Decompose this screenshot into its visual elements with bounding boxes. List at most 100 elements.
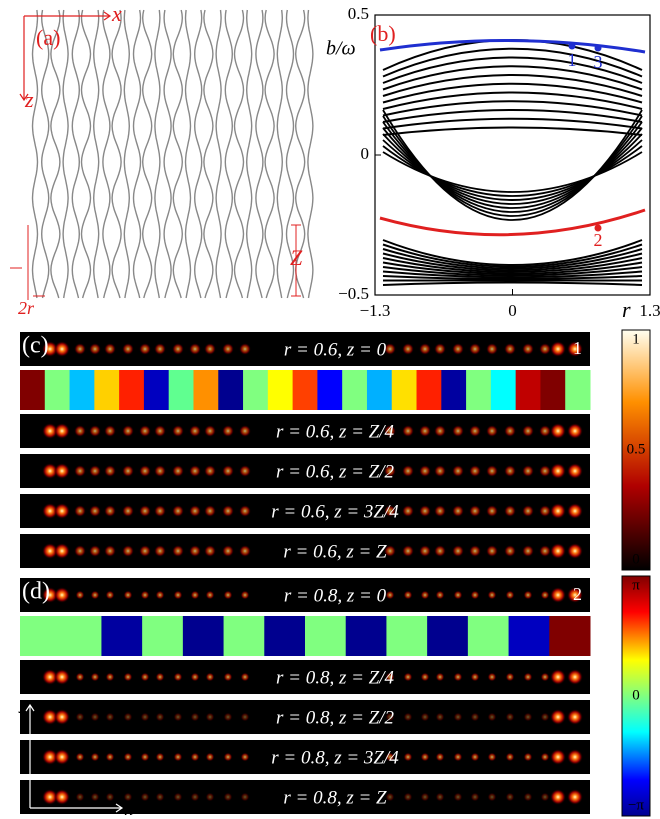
intensity-spot [522, 505, 534, 517]
intensity-spot [173, 792, 183, 802]
intensity-spot [222, 545, 234, 557]
intensity-spot [539, 465, 551, 477]
intensity-spot [453, 672, 463, 682]
band [382, 248, 643, 270]
intensity-spot [567, 709, 583, 725]
row-caption: r = 0.6, z = 3Z/4 [271, 501, 399, 522]
state-point [594, 44, 602, 52]
band [382, 100, 643, 117]
intensity-spot [54, 543, 70, 559]
intensity-spot [155, 752, 165, 762]
intensity-spot [90, 712, 100, 722]
waveguide [224, 9, 234, 299]
phase-band [565, 370, 591, 410]
intensity-spot [140, 672, 150, 682]
intensity-spot [190, 792, 200, 802]
intensity-spot [54, 709, 70, 725]
mode-label: 2 [573, 584, 582, 604]
phase-band [119, 370, 145, 410]
intensity-spot [452, 425, 464, 437]
state-point [568, 42, 576, 50]
intensity-spot [205, 672, 215, 682]
phase-band [342, 370, 368, 410]
radius-label: 2r [18, 298, 35, 318]
intensity-spot [123, 672, 133, 682]
intensity-spot [189, 545, 201, 557]
intensity-spot [75, 752, 85, 762]
panel-label: (a) [36, 25, 60, 50]
panel-c: r = 0.6, z = 0 r = 0.6, z = Z/4 r = 0.6, z… [20, 329, 651, 571]
intensity-spot [172, 465, 184, 477]
band [382, 74, 643, 97]
intensity-spot [505, 752, 515, 762]
band [382, 115, 643, 217]
intensity-spot [567, 463, 583, 479]
axis-arrow [19, 11, 112, 102]
intensity-spot [523, 590, 533, 600]
intensity-spot [222, 343, 234, 355]
waveguide [40, 9, 50, 299]
intensity-spot [104, 545, 116, 557]
intensity-spot [469, 545, 481, 557]
intensity-spot [105, 752, 115, 762]
intensity-spot [204, 505, 216, 517]
intensity-spot [487, 672, 497, 682]
band [382, 257, 643, 273]
phase-band [466, 370, 492, 410]
phase-band [540, 370, 566, 410]
intensity-spot [172, 505, 184, 517]
intensity-spot [42, 749, 58, 765]
waveguide [276, 9, 284, 299]
intensity-spot [384, 545, 396, 557]
intensity-spot [123, 752, 133, 762]
colorbar-label: 0 [632, 687, 640, 703]
phase-band [416, 370, 442, 410]
intensity-spot [550, 789, 566, 805]
intensity-spot [403, 712, 413, 722]
intensity-spot [74, 425, 86, 437]
band [382, 127, 643, 209]
waveguide [71, 9, 81, 299]
band [382, 239, 643, 266]
waveguide [203, 9, 214, 299]
intensity-spot [385, 712, 395, 722]
intensity-spot [190, 672, 200, 682]
intensity-spot [155, 590, 165, 600]
panel-d: r = 0.8, z = 0 r = 0.8, z = Z/4 r = 0.8, z… [18, 575, 651, 819]
intensity-spot [505, 792, 515, 802]
intensity-spot [42, 341, 58, 357]
intensity-spot [173, 590, 183, 600]
intensity-spot [469, 425, 481, 437]
intensity-spot [540, 590, 550, 600]
intensity-spot [223, 752, 233, 762]
intensity-spot [204, 425, 216, 437]
intensity-spot [504, 343, 516, 355]
intensity-spot [104, 343, 116, 355]
phase-band [20, 616, 62, 656]
intensity-spot [205, 752, 215, 762]
row-caption: r = 0.8, z = Z [283, 787, 387, 808]
intensity-spot [384, 465, 396, 477]
intensity-spot [240, 792, 250, 802]
intensity-spot [139, 465, 151, 477]
intensity-spot [122, 465, 134, 477]
intensity-spot [173, 672, 183, 682]
intensity-spot [42, 709, 58, 725]
x-tick-label: −1.3 [360, 301, 391, 320]
intensity-spot [54, 341, 70, 357]
intensity-spot [550, 709, 566, 725]
intensity-spot [420, 712, 430, 722]
panel-label: (b) [370, 21, 396, 46]
intensity-spot [452, 505, 464, 517]
intensity-spot [89, 465, 101, 477]
intensity-spot [204, 343, 216, 355]
intensity-spot [385, 672, 395, 682]
intensity-spot [89, 343, 101, 355]
intensity-spot [550, 749, 566, 765]
band [382, 275, 643, 280]
intensity-spot [42, 587, 58, 603]
point-label: 3 [594, 52, 603, 72]
intensity-spot [402, 343, 414, 355]
intensity-spot [189, 505, 201, 517]
intensity-spot [523, 672, 533, 682]
